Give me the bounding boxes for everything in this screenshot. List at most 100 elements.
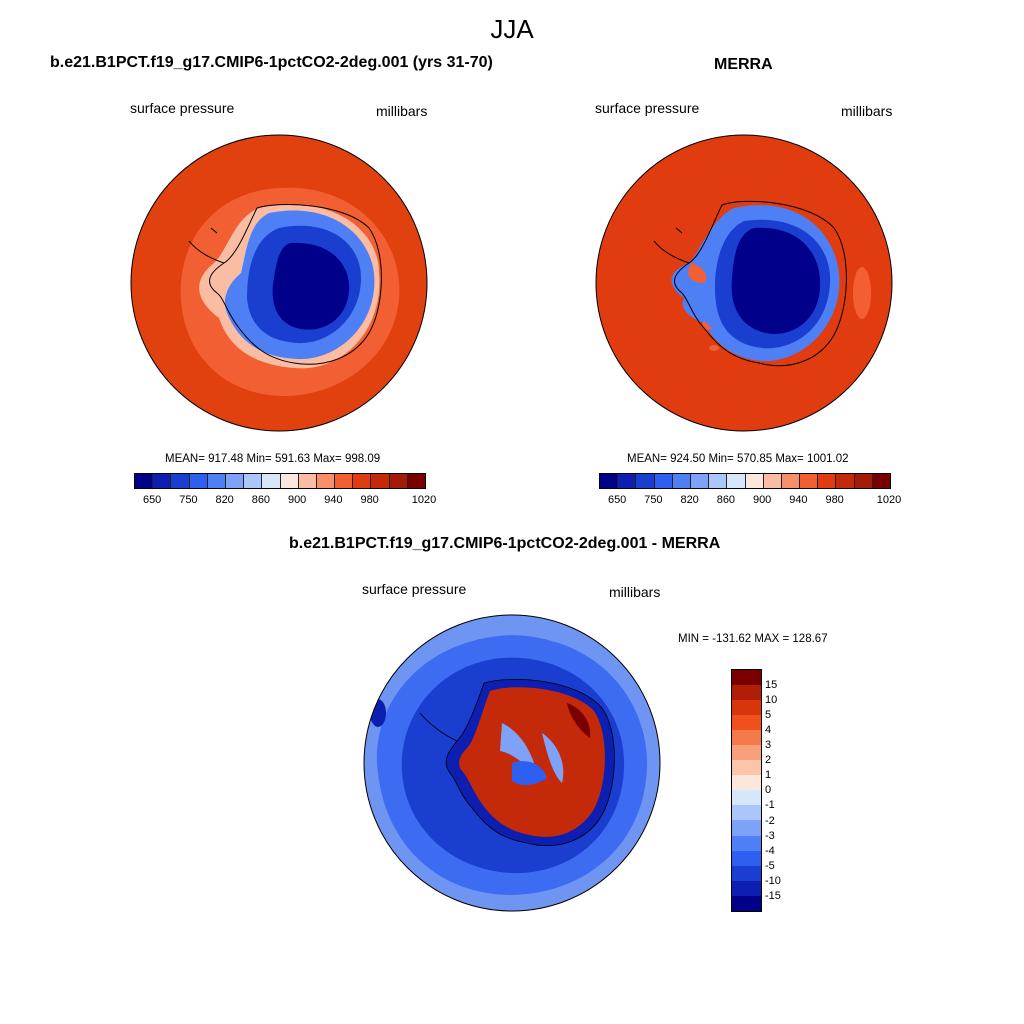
colorbar-swatch xyxy=(732,760,761,776)
diff-panel-title: b.e21.B1PCT.f19_g17.CMIP6-1pctCO2-2deg.0… xyxy=(289,535,721,552)
colorbar-swatch xyxy=(618,474,637,488)
colorbar-tick-label: 820 xyxy=(215,494,234,506)
colorbar-tick-label: 980 xyxy=(825,494,844,506)
diff-peninsula xyxy=(419,712,458,742)
colorbar-swatch xyxy=(732,745,761,761)
diff-minmax-text: MIN = -131.62 MAX = 128.67 xyxy=(678,633,828,645)
colorbar-swatch xyxy=(732,895,761,911)
colorbar-tick-label: -5 xyxy=(765,859,775,872)
colorbar-swatch xyxy=(335,474,354,488)
colorbar-swatch xyxy=(244,474,263,488)
colorbar-swatch xyxy=(153,474,172,488)
colorbar-swatch xyxy=(872,474,890,488)
colorbar-swatch xyxy=(135,474,154,488)
colorbar-swatch xyxy=(781,474,801,488)
colorbar-swatch xyxy=(763,474,782,488)
colorbar-swatch xyxy=(732,700,761,716)
colorbar-swatch xyxy=(298,474,317,488)
colorbar-swatch xyxy=(407,474,425,488)
colorbar-swatch xyxy=(818,474,837,488)
colorbar-tick-label: 1020 xyxy=(411,494,437,506)
colorbar-swatch xyxy=(732,670,761,686)
colorbar-tick-label: 650 xyxy=(607,494,627,506)
colorbar-tick-label: 750 xyxy=(179,494,198,506)
colorbar-swatch xyxy=(732,730,761,746)
colorbar-tick-label: 10 xyxy=(765,694,778,707)
diff-variable-label: surface pressure xyxy=(362,581,467,597)
colorbar-swatch xyxy=(654,474,673,488)
colorbar-tick-label: 1020 xyxy=(876,494,902,506)
colorbar-swatch xyxy=(189,474,208,488)
colorbar-tick-label: 1 xyxy=(765,769,772,782)
left-polar-map xyxy=(130,134,428,432)
colorbar-tick-label: -1 xyxy=(765,799,775,812)
right-red-inland xyxy=(688,263,712,330)
colorbar-tick-label: 900 xyxy=(752,494,772,506)
colorbar-swatch xyxy=(745,474,764,488)
diff-polar-map xyxy=(363,614,661,912)
diff-ice-core-neg xyxy=(512,761,547,785)
colorbar-swatch xyxy=(225,474,245,488)
right-coastline xyxy=(674,200,847,367)
left-ice-core xyxy=(272,242,350,330)
diff-coastline xyxy=(445,679,615,847)
right-polar-map xyxy=(595,134,893,432)
right-panel-title: MERRA xyxy=(714,56,773,73)
colorbar-swatch xyxy=(732,715,761,731)
colorbar-tick-label: 980 xyxy=(360,494,379,506)
right-variable-label: surface pressure xyxy=(595,100,700,116)
colorbar-swatch xyxy=(800,474,819,488)
colorbar-swatch xyxy=(690,474,710,488)
colorbar-swatch xyxy=(727,474,746,488)
colorbar-tick-label: 820 xyxy=(680,494,699,506)
colorbar-swatch xyxy=(262,474,281,488)
right-peninsula xyxy=(653,227,690,264)
colorbar-tick-label: 860 xyxy=(716,494,736,506)
colorbar-tick-label: -4 xyxy=(765,844,775,857)
colorbar-swatch xyxy=(732,835,761,851)
colorbar-tick-label: 650 xyxy=(142,494,162,506)
right-small-patch xyxy=(709,345,719,351)
colorbar-tick-label: 0 xyxy=(765,784,772,797)
left-panel-title: b.e21.B1PCT.f19_g17.CMIP6-1pctCO2-2deg.0… xyxy=(50,54,493,71)
colorbar-swatch xyxy=(732,790,761,806)
diff-ice-peak xyxy=(567,703,591,738)
colorbar-swatch xyxy=(353,474,372,488)
colorbar-swatch xyxy=(636,474,655,488)
colorbar-swatch xyxy=(854,474,873,488)
colorbar-tick-label: 750 xyxy=(644,494,663,506)
colorbar-swatch xyxy=(672,474,691,488)
right-colorbar xyxy=(599,473,891,489)
colorbar-tick-label: -2 xyxy=(765,814,775,827)
colorbar-swatch xyxy=(280,474,299,488)
left-peninsula xyxy=(188,227,225,264)
colorbar-swatch xyxy=(207,474,226,488)
left-units-label: millibars xyxy=(376,103,428,119)
colorbar-tick-label: 940 xyxy=(789,494,808,506)
colorbar-tick-label: 2 xyxy=(765,754,772,767)
left-colorbar xyxy=(134,473,426,489)
left-variable-label: surface pressure xyxy=(130,100,235,116)
colorbar-swatch xyxy=(316,474,336,488)
colorbar-swatch xyxy=(389,474,408,488)
colorbar-swatch xyxy=(732,820,761,836)
diff-colorbar xyxy=(731,669,762,912)
left-stats-text: MEAN= 917.48 Min= 591.63 Max= 998.09 xyxy=(165,453,381,465)
colorbar-swatch xyxy=(371,474,390,488)
colorbar-tick-label: 900 xyxy=(287,494,307,506)
colorbar-swatch xyxy=(600,474,619,488)
right-stats-text: MEAN= 924.50 Min= 570.85 Max= 1001.02 xyxy=(627,453,849,465)
colorbar-tick-label: 15 xyxy=(765,679,778,691)
left-coastline xyxy=(209,204,382,365)
colorbar-swatch xyxy=(709,474,728,488)
colorbar-swatch xyxy=(732,865,761,881)
colorbar-swatch xyxy=(836,474,855,488)
colorbar-swatch xyxy=(732,775,761,791)
colorbar-swatch xyxy=(732,805,761,821)
colorbar-tick-label: 4 xyxy=(765,724,772,737)
colorbar-tick-label: -15 xyxy=(765,889,781,902)
main-title: JJA xyxy=(490,14,534,44)
colorbar-swatch xyxy=(732,880,761,896)
colorbar-swatch xyxy=(732,685,761,701)
right-units-label: millibars xyxy=(841,103,893,119)
